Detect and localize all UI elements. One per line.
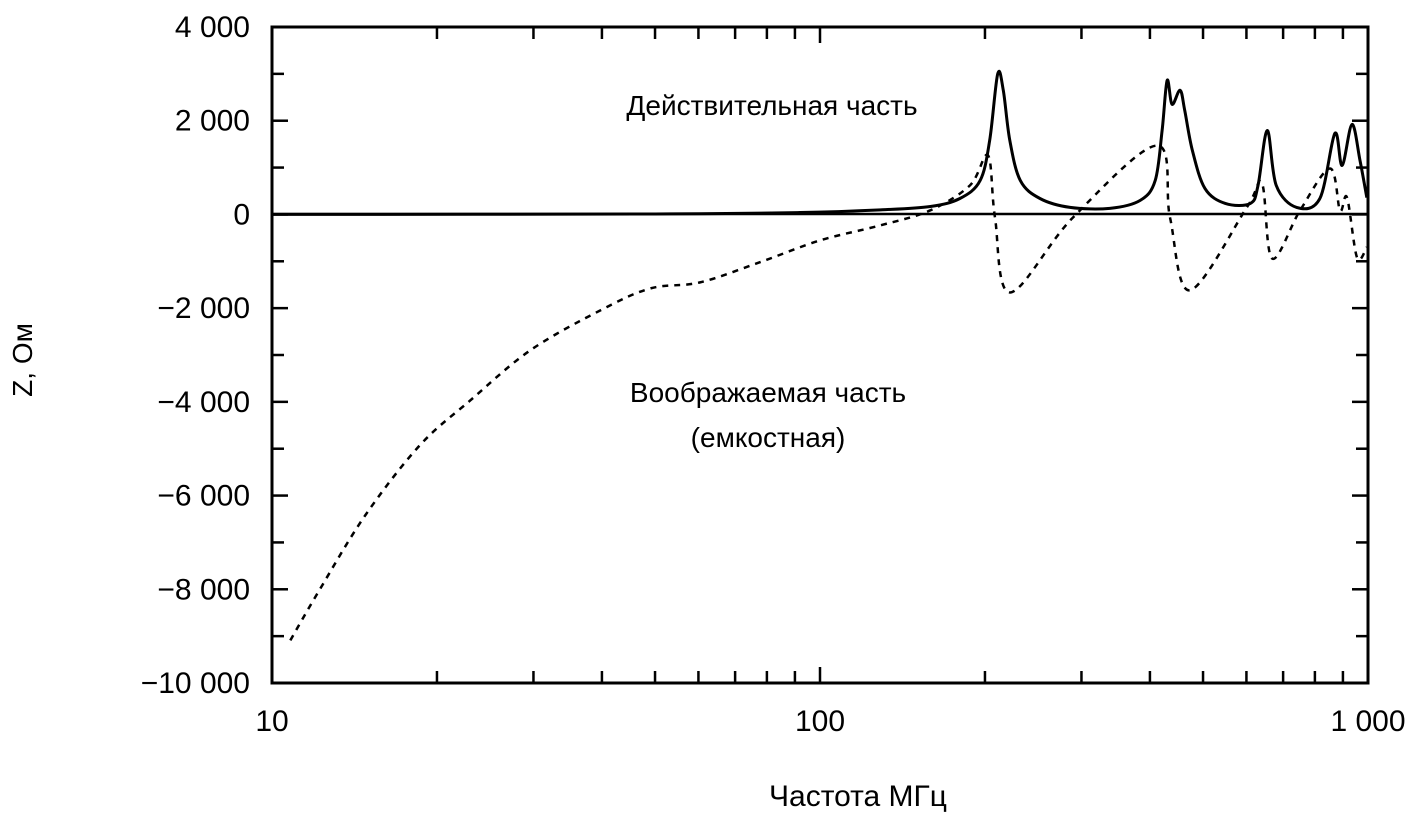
y-tick-label: −6 000 [157, 480, 250, 513]
axis-ticks [270, 25, 1368, 685]
annotation-real-part: Действительная часть [626, 90, 917, 121]
y-tick-labels: 4 000 2 000 0 −2 000 −4 000 −6 000 −8 000 −10 0… [141, 11, 250, 700]
y-tick-label: −4 000 [157, 386, 250, 419]
annotation-capacitive: (емкостная) [691, 422, 846, 453]
y-tick-label: −10 000 [141, 667, 250, 700]
x-axis-label: Частота МГц [769, 780, 947, 813]
x-tick-label: 1 000 [1330, 705, 1405, 738]
x-tick-labels: 10 100 1 000 [255, 705, 1405, 738]
series-lines [271, 69, 1369, 641]
series-line-imaginary [289, 144, 1368, 641]
y-axis-label: Z, Ом [7, 323, 38, 397]
x-tick-label: 10 [255, 705, 288, 738]
y-tick-label: −8 000 [157, 573, 250, 606]
annotation-imag-part: Воображаемая часть [630, 377, 906, 408]
x-tick-label: 100 [795, 705, 845, 738]
y-tick-label: 0 [233, 198, 250, 231]
y-tick-label: 4 000 [175, 11, 250, 44]
y-tick-label: 2 000 [175, 105, 250, 138]
y-tick-label: −2 000 [157, 292, 250, 325]
plot-frame [270, 25, 1370, 685]
